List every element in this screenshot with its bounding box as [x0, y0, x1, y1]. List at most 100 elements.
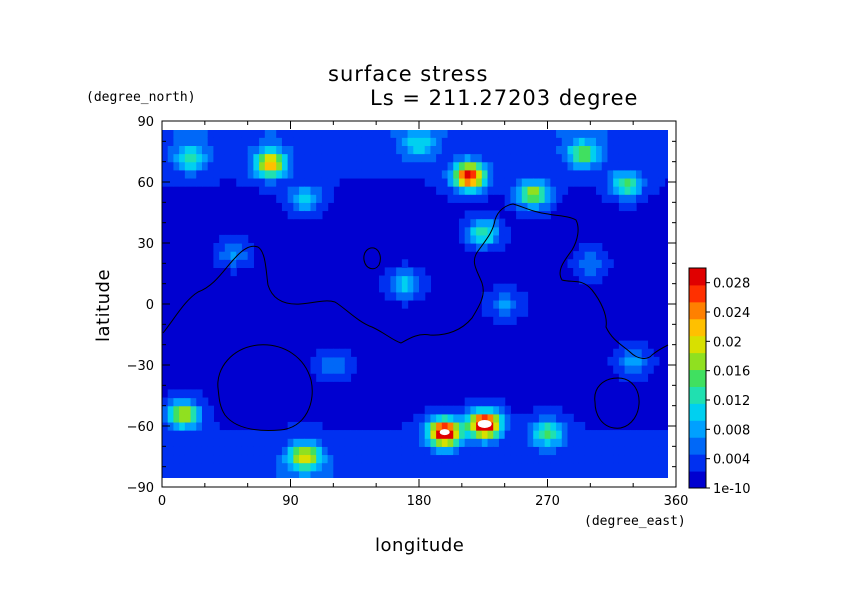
- heatmap-cell: [162, 430, 169, 439]
- heatmap-cell: [401, 438, 409, 447]
- heatmap-cell: [561, 446, 569, 456]
- heatmap-cell: [493, 291, 500, 301]
- heatmap-cell: [281, 462, 289, 472]
- heatmap-cell: [636, 186, 643, 195]
- heatmap-cell: [236, 479, 242, 488]
- heatmap-cell: [596, 137, 603, 146]
- heatmap-cell: [201, 137, 209, 146]
- heatmap-cell: [498, 137, 506, 146]
- heatmap-cell: [590, 454, 597, 464]
- heatmap-cell: [287, 130, 294, 138]
- heatmap-cell: [653, 145, 660, 155]
- colorbar-swatch: [689, 335, 706, 354]
- heatmap-cell: [321, 186, 329, 195]
- heatmap-cell: [424, 462, 432, 472]
- heatmap-cell: [299, 177, 306, 187]
- heatmap-cell: [264, 137, 272, 146]
- heatmap-cell: [561, 145, 569, 155]
- heatmap-cell: [596, 186, 603, 195]
- heatmap-cell: [544, 462, 551, 472]
- heatmap-cell: [482, 479, 488, 488]
- heatmap-cell: [356, 153, 363, 163]
- heatmap-cell: [299, 194, 306, 203]
- heatmap-cell: [407, 275, 414, 285]
- heatmap-cell: [333, 438, 340, 447]
- heatmap-cell: [584, 169, 591, 179]
- heatmap-cell: [184, 462, 192, 472]
- heatmap-cell: [213, 169, 220, 179]
- heatmap-cell: [448, 479, 454, 488]
- heatmap-cell: [236, 470, 243, 478]
- heatmap-cell: [424, 454, 432, 464]
- heatmap-cell: [636, 430, 643, 439]
- heatmap-cell: [493, 283, 500, 293]
- heatmap-cell: [618, 446, 626, 456]
- heatmap-cell: [167, 454, 175, 464]
- heatmap-cell: [476, 446, 483, 456]
- heatmap-cell: [407, 267, 414, 277]
- heatmap-cell: [538, 421, 546, 431]
- heatmap-cell: [447, 145, 454, 155]
- heatmap-cell: [636, 373, 643, 382]
- heatmap-cell: [493, 177, 500, 187]
- heatmap-cell: [207, 177, 214, 187]
- heatmap-cell: [281, 446, 289, 456]
- heatmap-cell: [481, 153, 489, 163]
- heatmap-cell: [641, 365, 649, 374]
- heatmap-cell: [264, 169, 272, 179]
- heatmap-cell: [458, 413, 466, 423]
- heatmap-cell: [224, 137, 232, 146]
- heatmap-cell: [493, 430, 500, 439]
- heatmap-cell: [184, 397, 192, 407]
- heatmap-cell: [173, 462, 180, 472]
- heatmap-cell: [196, 462, 203, 472]
- heatmap-cell: [219, 479, 225, 488]
- heatmap-cell: [310, 446, 317, 456]
- heatmap-cell: [601, 194, 609, 203]
- heatmap-cell: [293, 145, 300, 155]
- heatmap-cell: [550, 430, 557, 439]
- y-tick-label: 30: [137, 237, 154, 252]
- heatmap-cell: [584, 267, 591, 277]
- heatmap-cell: [607, 430, 614, 439]
- heatmap-cell: [493, 186, 500, 195]
- heatmap-cell: [447, 186, 454, 195]
- heatmap-cell: [550, 194, 557, 203]
- heatmap-cell: [310, 130, 317, 138]
- heatmap-cell: [596, 462, 603, 472]
- heatmap-cell: [436, 454, 443, 464]
- heatmap-cell: [253, 446, 260, 456]
- heatmap-cell: [544, 153, 551, 163]
- heatmap-cell: [447, 413, 454, 423]
- heatmap-cell: [310, 438, 317, 447]
- heatmap-cell: [481, 210, 489, 220]
- heatmap-cell: [373, 470, 380, 478]
- heatmap-cell: [516, 177, 523, 187]
- heatmap-cell: [236, 153, 243, 163]
- heatmap-cell: [219, 121, 225, 130]
- heatmap-cell: [293, 161, 300, 171]
- heatmap-cell: [390, 145, 397, 155]
- heatmap-cell: [476, 130, 483, 138]
- heatmap-cell: [487, 186, 494, 195]
- heatmap-cell: [498, 446, 506, 456]
- heatmap-cell: [293, 121, 299, 130]
- heatmap-cell: [510, 446, 517, 456]
- heatmap-cell: [219, 243, 226, 252]
- heatmap-cell: [259, 446, 266, 456]
- heatmap-cell: [458, 234, 466, 244]
- heatmap-cell: [498, 218, 506, 228]
- heatmap-cell: [533, 405, 540, 415]
- heatmap-cell: [430, 446, 437, 456]
- heatmap-cell: [487, 446, 494, 456]
- heatmap-cell: [561, 438, 569, 447]
- heatmap-cell: [465, 479, 471, 488]
- heatmap-cell: [436, 153, 443, 163]
- heatmap-cell: [481, 145, 489, 155]
- heatmap-cell: [481, 218, 489, 228]
- heatmap-cell: [481, 194, 489, 203]
- heatmap-cell: [516, 194, 523, 203]
- heatmap-cell: [641, 153, 649, 163]
- colorbar-swatch: [689, 403, 706, 421]
- heatmap-cell: [516, 454, 523, 464]
